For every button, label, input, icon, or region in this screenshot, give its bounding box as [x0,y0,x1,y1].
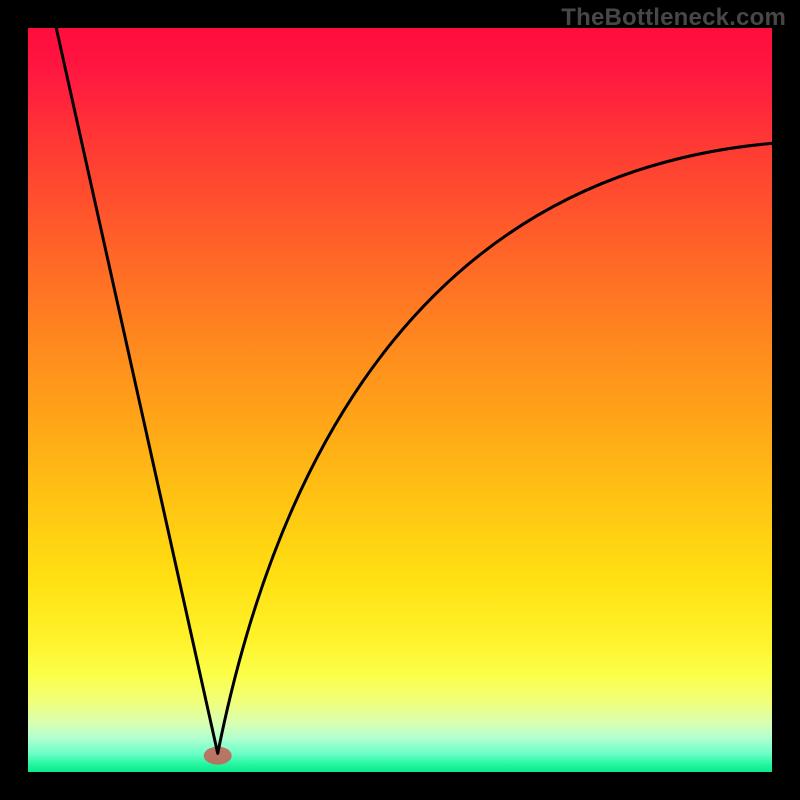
bottleneck-chart [0,0,800,800]
chart-frame: TheBottleneck.com [0,0,800,800]
watermark-text: TheBottleneck.com [561,4,786,32]
